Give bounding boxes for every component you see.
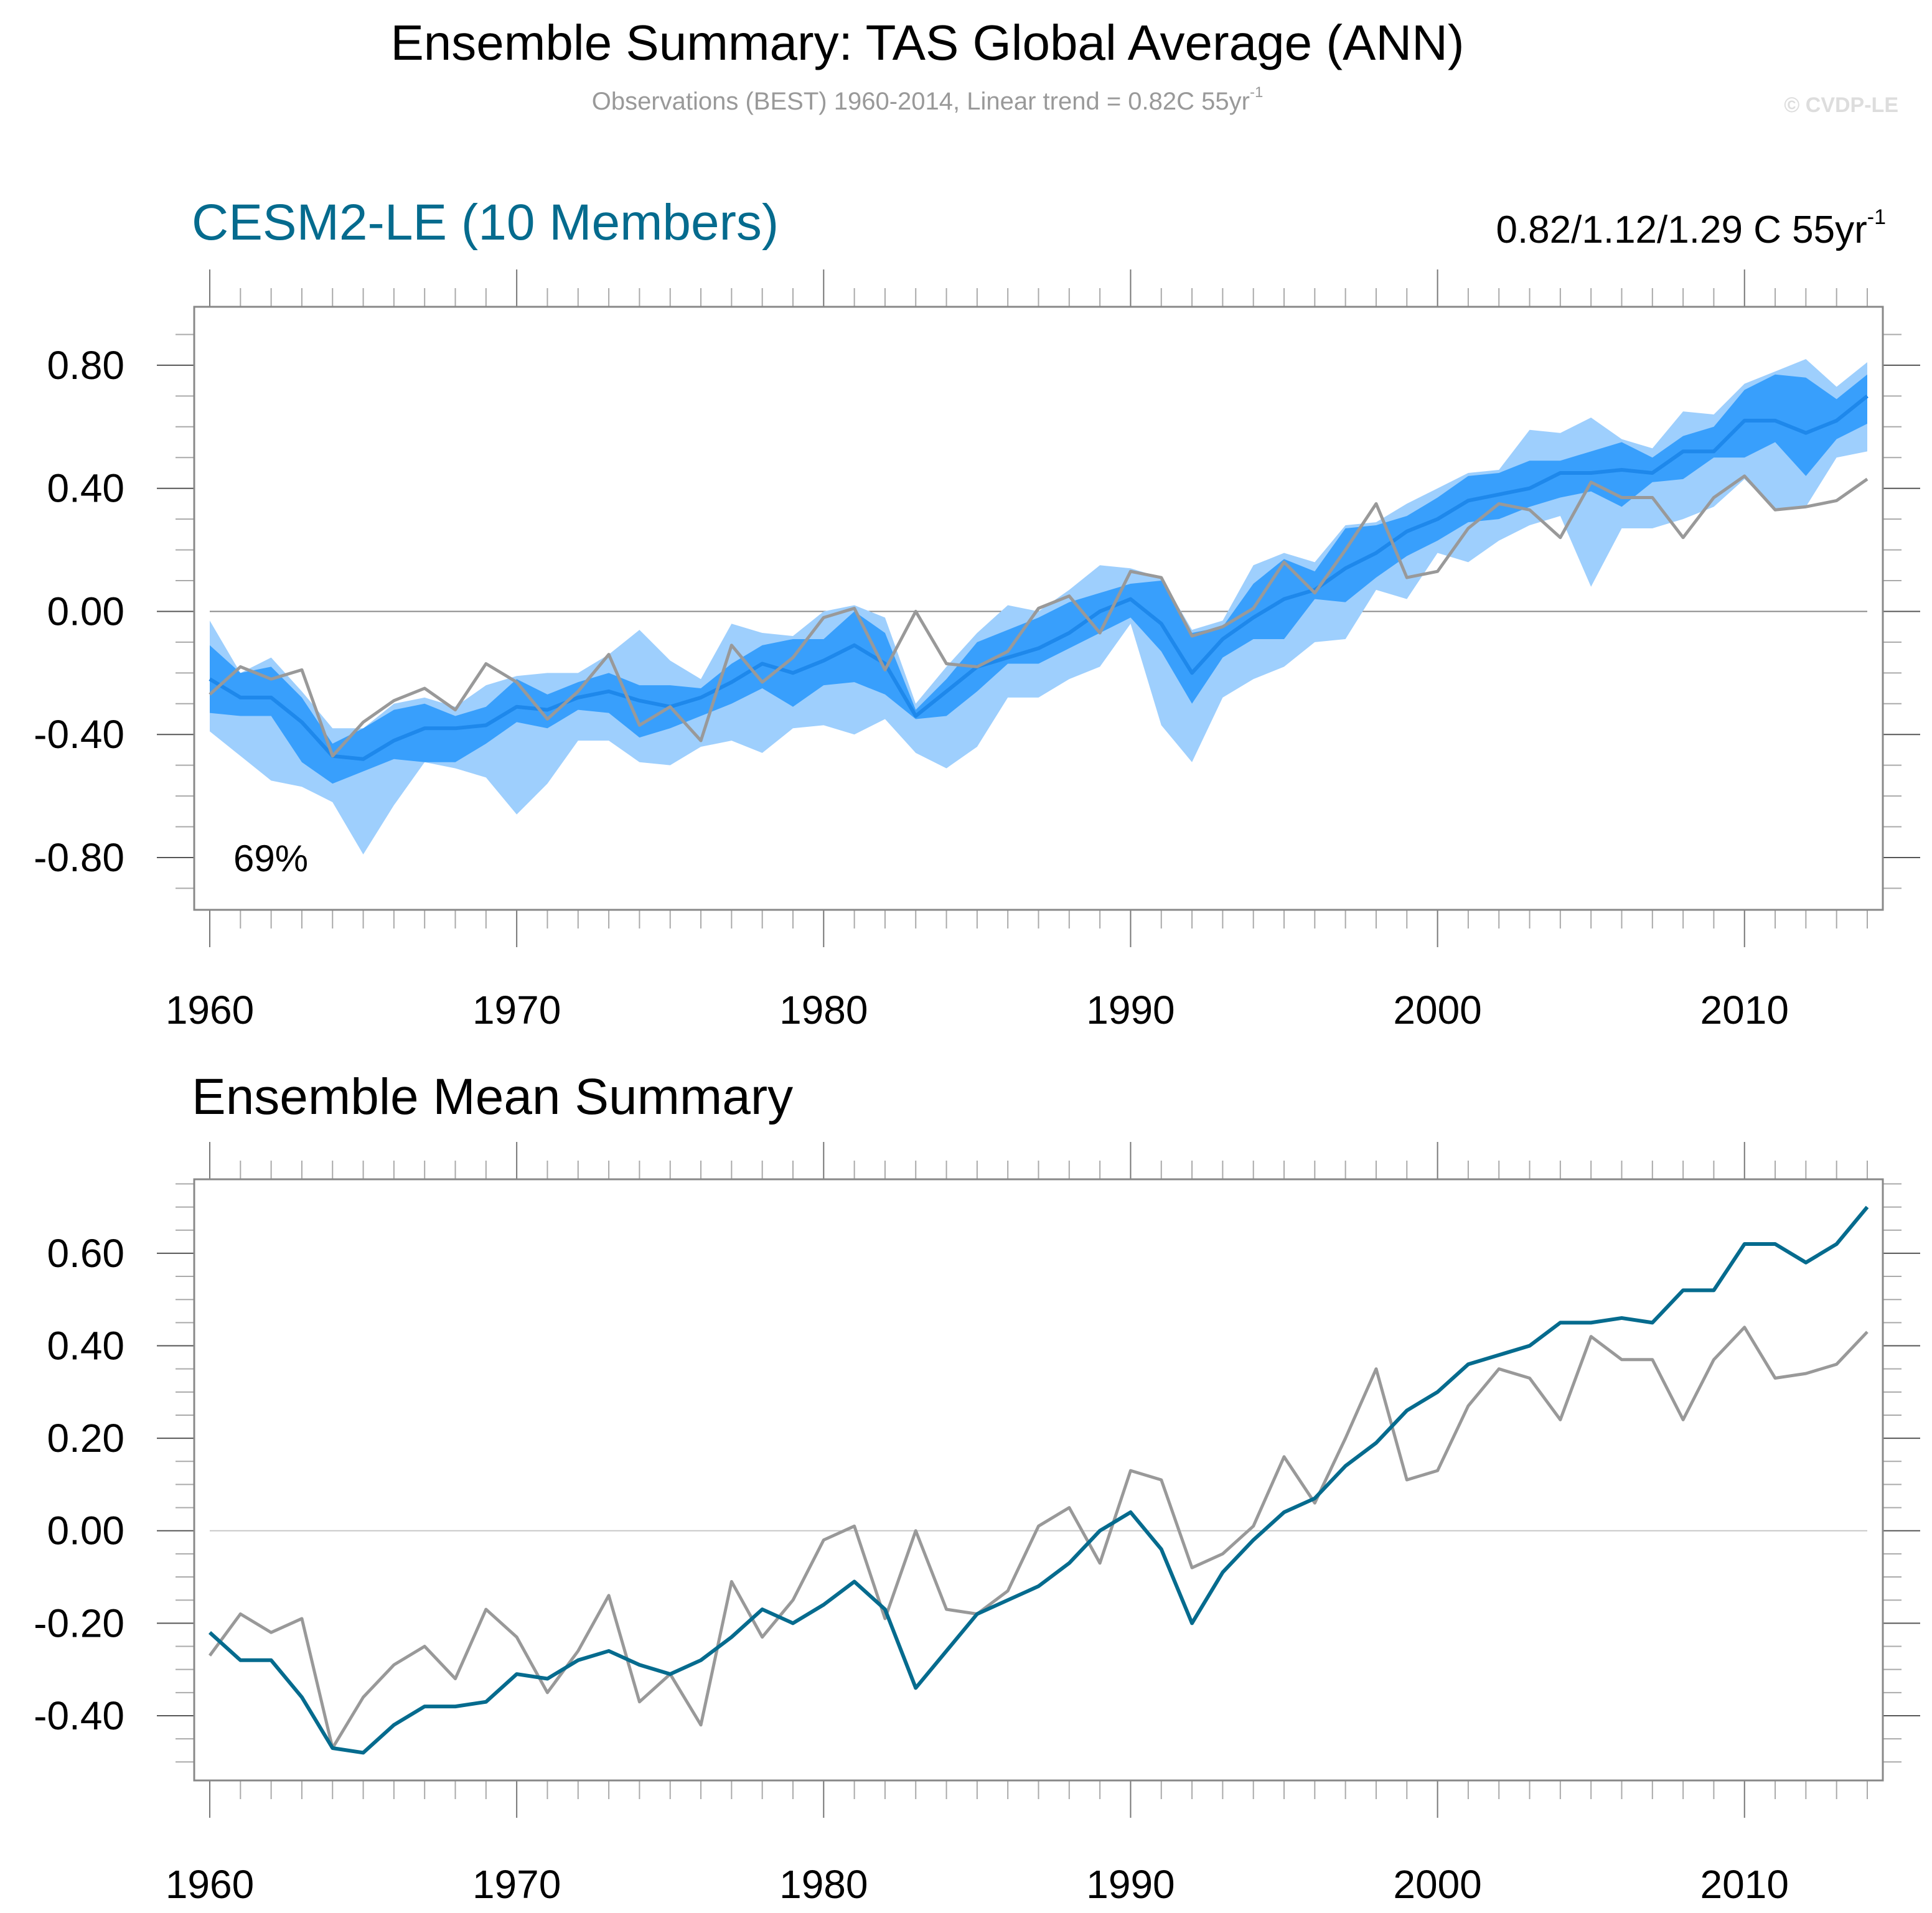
series-line-observations [208,1326,1869,1750]
bottom-axis-labels: 1960 1970 1980 1990 2000 2010 0.60 0.40 0.20 0.00… [34,1231,1789,1907]
y-tick-label: -0.40 [34,1693,124,1738]
top-panel-trend-annotation: 0.82/1.12/1.29 C 55yr-1 [1496,205,1886,251]
x-tick-label: 1960 [166,988,254,1032]
x-tick-label: 1990 [1086,1862,1175,1907]
subtitle-superscript: -1 [1250,84,1263,101]
top-panel-percent-label: 69% [233,838,308,879]
x-tick-label: 2010 [1700,1862,1789,1907]
bottom-axis-ticks [157,1142,1920,1818]
top-panel-title: CESM2-LE (10 Members) [192,194,779,251]
x-tick-label: 1960 [166,1862,254,1907]
top-plot-area [209,359,1869,855]
x-tick-label: 2000 [1393,988,1481,1032]
y-tick-label: 0.40 [47,1324,124,1368]
panel-bottom: Ensemble Mean Summary 1960 1970 1980 1990 20… [34,1069,1920,1907]
figure-title: Ensemble Summary: TAS Global Average (AN… [390,15,1464,70]
trend-text: 0.82/1.12/1.29 C 55yr [1496,208,1867,251]
y-tick-label: -0.20 [34,1601,124,1645]
band-interquartile [210,374,1867,784]
x-tick-label: 1980 [779,1862,868,1907]
y-tick-label: 0.00 [47,589,124,634]
y-tick-label: 0.20 [47,1416,124,1461]
x-tick-label: 1970 [472,988,561,1032]
top-axis-labels: 1960 1970 1980 1990 2000 2010 0.80 0.40 0.00 -0.4… [34,343,1789,1032]
top-axis-ticks [157,269,1920,947]
y-tick-label: -0.80 [34,835,124,880]
credit-label: © CVDP-LE [1784,93,1898,117]
y-tick-label: 0.60 [47,1231,124,1276]
y-tick-label: 0.00 [47,1508,124,1553]
x-tick-label: 2010 [1700,988,1789,1032]
x-tick-label: 2000 [1393,1862,1481,1907]
top-plot-frame [193,306,1884,911]
bottom-plot-area [208,1205,1869,1755]
x-tick-label: 1990 [1086,988,1175,1032]
trend-superscript: -1 [1867,205,1886,229]
bottom-plot-frame [193,1178,1884,1782]
subtitle-text: Observations (BEST) 1960-2014, Linear tr… [592,88,1250,115]
panel-top: CESM2-LE (10 Members) 0.82/1.12/1.29 C 5… [34,194,1920,1032]
figure-subtitle: Observations (BEST) 1960-2014, Linear tr… [592,84,1264,115]
x-tick-label: 1970 [472,1862,561,1907]
y-tick-label: -0.40 [34,712,124,757]
y-tick-label: 0.40 [47,466,124,511]
band-min-max [210,359,1867,855]
x-tick-label: 1980 [779,988,868,1032]
y-tick-label: 0.80 [47,343,124,388]
bottom-panel-title: Ensemble Mean Summary [192,1069,793,1125]
